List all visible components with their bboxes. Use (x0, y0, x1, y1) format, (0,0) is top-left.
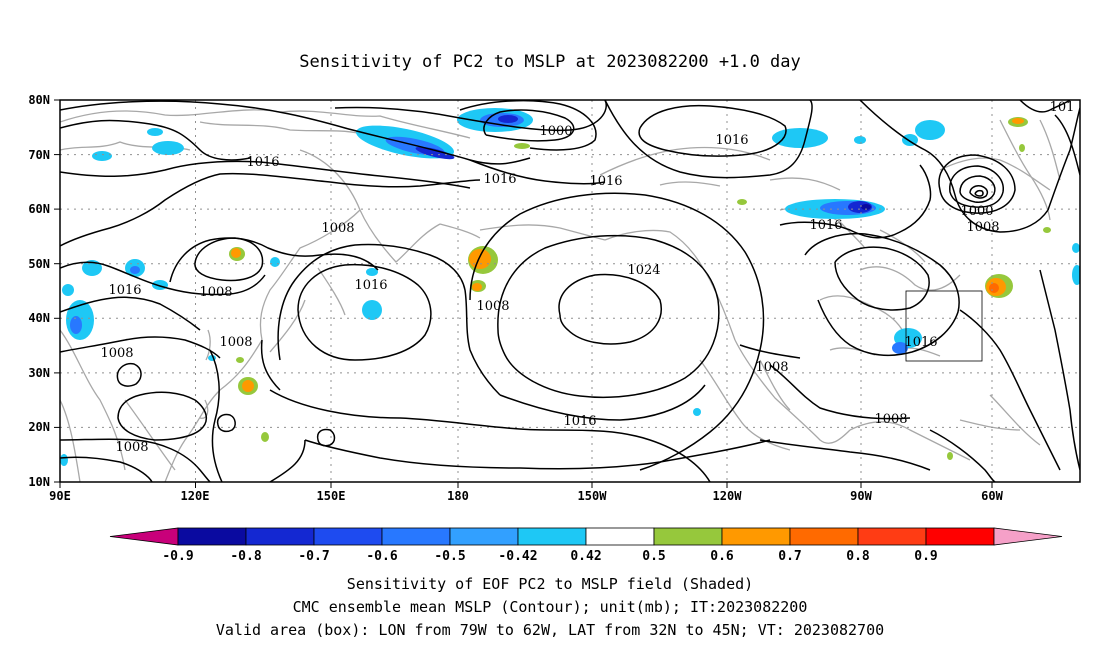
colorbar-extend-high (993, 527, 1063, 546)
contour-label: 1008 (115, 440, 148, 455)
lat-label: 30N (28, 366, 50, 380)
lon-label: 90W (850, 489, 872, 503)
contour-label: 1024 (627, 263, 660, 278)
colorbar-segment (381, 527, 451, 546)
lat-label: 20N (28, 420, 50, 434)
map-frame (59, 99, 1081, 483)
contour-label: 1016 (483, 172, 516, 187)
colorbar-segment (449, 527, 519, 546)
contour-label: 1000 (960, 204, 993, 219)
graticule (60, 100, 1080, 482)
colorbar-segment (245, 527, 315, 546)
figure-title: Sensitivity of PC2 to MSLP at 2023082200… (299, 52, 801, 72)
contour-label: 1008 (966, 220, 999, 235)
colorbar-segment (925, 527, 995, 546)
longitude-labels: 90E 120E 150E 180 150W 120W 90W 60W (49, 489, 1003, 503)
colorbar-segment (517, 527, 587, 546)
contour-label: 1008 (219, 335, 252, 350)
lon-label: 60W (981, 489, 1003, 503)
contour-label: 1008 (100, 346, 133, 361)
contour-label: 1016 (354, 278, 387, 293)
colorbar-tick-label: -0.7 (298, 549, 329, 564)
latitude-axis (54, 99, 60, 483)
colorbar-segment (789, 527, 859, 546)
colorbar-tick-label: -0.9 (162, 549, 193, 564)
lat-label: 70N (28, 148, 50, 162)
contour-label: 1016 (809, 218, 842, 233)
lat-label: 40N (28, 311, 50, 325)
colorbar-tick-label: 0.6 (710, 549, 734, 564)
colorbar-tick-label: 0.7 (778, 549, 801, 564)
colorbar-tick-label: -0.8 (230, 549, 261, 564)
contour-labels: 1000 1016 1016 1016 1016 1016 1016 1016 … (100, 100, 1074, 455)
lat-label: 50N (28, 257, 50, 271)
longitude-axis (59, 482, 993, 488)
lat-label: 80N (28, 93, 50, 107)
contour-label: 1016 (246, 155, 279, 170)
colorbar-segment (721, 527, 791, 546)
lon-label: 150W (578, 489, 608, 503)
contour-label: 1016 (108, 283, 141, 298)
contour-label: 1008 (321, 221, 354, 236)
colorbar-segment (585, 527, 655, 546)
colorbar-tick-label: -0.5 (434, 549, 465, 564)
colorbar-labels: -0.9 -0.8 -0.7 -0.6 -0.5 -0.42 0.42 0.5 0.6 0.7 0.… (162, 549, 937, 564)
latitude-labels: 80N 70N 60N 50N 40N 30N 20N 10N (28, 93, 50, 489)
valid-area-box (905, 290, 983, 362)
contour-label: 1016 (589, 174, 622, 189)
lon-label: 120W (713, 489, 743, 503)
colorbar-segment (653, 527, 723, 546)
colorbar-segment (313, 527, 383, 546)
lon-label: 90E (49, 489, 71, 503)
lat-label: 60N (28, 202, 50, 216)
colorbar-tick-label: 0.42 (570, 549, 601, 564)
colorbar (109, 527, 1063, 546)
contour-label: 1008 (755, 360, 788, 375)
contour-label: 1016 (715, 133, 748, 148)
coastlines (60, 109, 1061, 482)
lat-label: 10N (28, 475, 50, 489)
colorbar-tick-label: -0.6 (366, 549, 397, 564)
colorbar-tick-label: -0.42 (498, 549, 537, 564)
contour-label: 1008 (476, 299, 509, 314)
lon-label: 150E (317, 489, 346, 503)
contour-label: 1016 (904, 335, 937, 350)
contour-label: 1016 (563, 414, 596, 429)
caption-line-2: CMC ensemble mean MSLP (Contour); unit(m… (293, 598, 808, 616)
colorbar-segment (857, 527, 927, 546)
mslp-contours (60, 100, 1080, 482)
lon-label: 120E (181, 489, 210, 503)
contour-label: 1008 (199, 285, 232, 300)
caption-line-1: Sensitivity of EOF PC2 to MSLP field (Sh… (347, 575, 753, 593)
colorbar-tick-label: 0.5 (642, 549, 665, 564)
caption-line-3: Valid area (box): LON from 79W to 62W, L… (216, 621, 884, 639)
contour-label: 1000 (539, 124, 572, 139)
contour-label: 1008 (874, 412, 907, 427)
map-panel: 1000 1016 1016 1016 1016 1016 1016 1016 … (60, 100, 1080, 482)
colorbar-extend-low (109, 527, 179, 546)
colorbar-tick-label: 0.8 (846, 549, 870, 564)
lon-label: 180 (447, 489, 469, 503)
contour-label: 101 (1050, 100, 1075, 115)
colorbar-segment (177, 527, 247, 546)
colorbar-tick-label: 0.9 (914, 549, 937, 564)
